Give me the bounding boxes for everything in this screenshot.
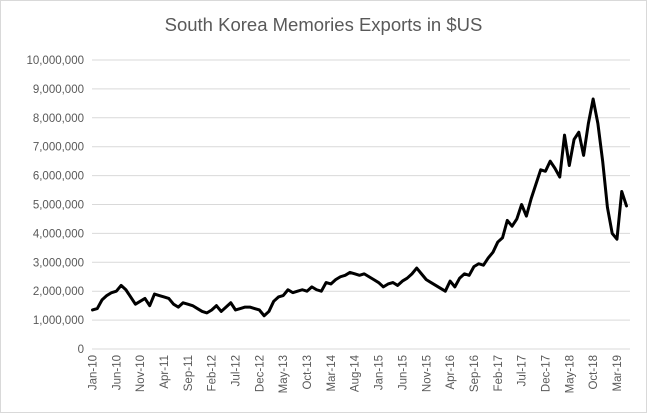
chart-title: South Korea Memories Exports in $US: [164, 14, 483, 35]
x-tick-label: Feb-17: [493, 355, 505, 391]
x-tick-label: Dec-17: [540, 355, 552, 392]
x-tick-label: Feb-12: [207, 355, 219, 391]
x-tick-label: Aug-14: [350, 354, 362, 392]
x-tick-label: Mar-14: [326, 354, 338, 391]
x-tick-label: Apr-16: [445, 355, 457, 390]
y-tick-label: 0: [78, 344, 84, 356]
x-tick-label: Sep-16: [469, 355, 481, 392]
y-tick-label: 9,000,000: [33, 84, 84, 96]
x-tick-label: Nov-10: [135, 355, 147, 392]
x-tick-label: Nov-15: [421, 355, 433, 392]
x-tick-label: Jan-15: [374, 355, 386, 390]
gridlines: [92, 59, 630, 321]
y-tick-label: 10,000,000: [26, 55, 84, 67]
x-tick-label: Jul-12: [231, 355, 243, 386]
x-tick-label: Sep-11: [183, 355, 195, 391]
y-tick-label: 8,000,000: [33, 113, 84, 125]
x-tick-label: Jul-17: [517, 355, 529, 386]
x-tick-label: Oct-13: [302, 355, 314, 390]
y-tick-label: 6,000,000: [33, 171, 84, 183]
x-axis-tick-labels: Jan-10 Jun-10 Nov-10 Apr-11 Sep-11 Feb-12 Jul-…: [88, 354, 625, 393]
y-tick-label: 1,000,000: [33, 315, 84, 327]
series-layer: [91, 97, 628, 318]
y-tick-label: 4,000,000: [33, 228, 84, 240]
x-tick-label: Dec-12: [254, 355, 266, 392]
x-tick-label: May-18: [564, 355, 576, 393]
y-tick-label: 7,000,000: [33, 142, 84, 154]
x-tick-label: May-13: [278, 355, 290, 393]
x-tick-label: Apr-11: [159, 355, 171, 389]
y-tick-label: 3,000,000: [33, 257, 84, 269]
x-tick-label: Mar-19: [612, 355, 624, 391]
series-line: [91, 97, 628, 318]
y-tick-label: 5,000,000: [33, 200, 84, 212]
x-tick-label: Jun-10: [111, 355, 123, 390]
y-tick-label: 2,000,000: [33, 286, 84, 298]
x-tick-label: Oct-18: [588, 355, 600, 390]
x-tick-label: Jan-10: [88, 355, 100, 390]
y-axis-tick-labels: 0 1,000,000 2,000,000 3,000,000 4,000,000 5,0…: [26, 55, 84, 356]
x-tick-label: Jun-15: [397, 355, 409, 390]
